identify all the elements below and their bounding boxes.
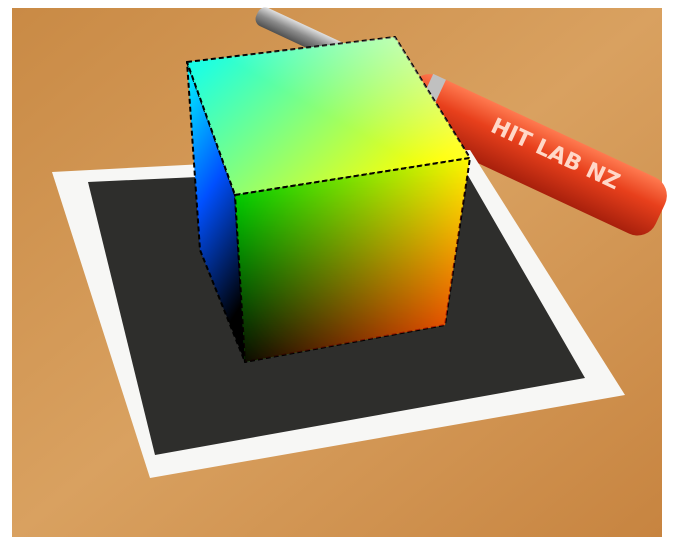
cube xyxy=(186,36,471,363)
